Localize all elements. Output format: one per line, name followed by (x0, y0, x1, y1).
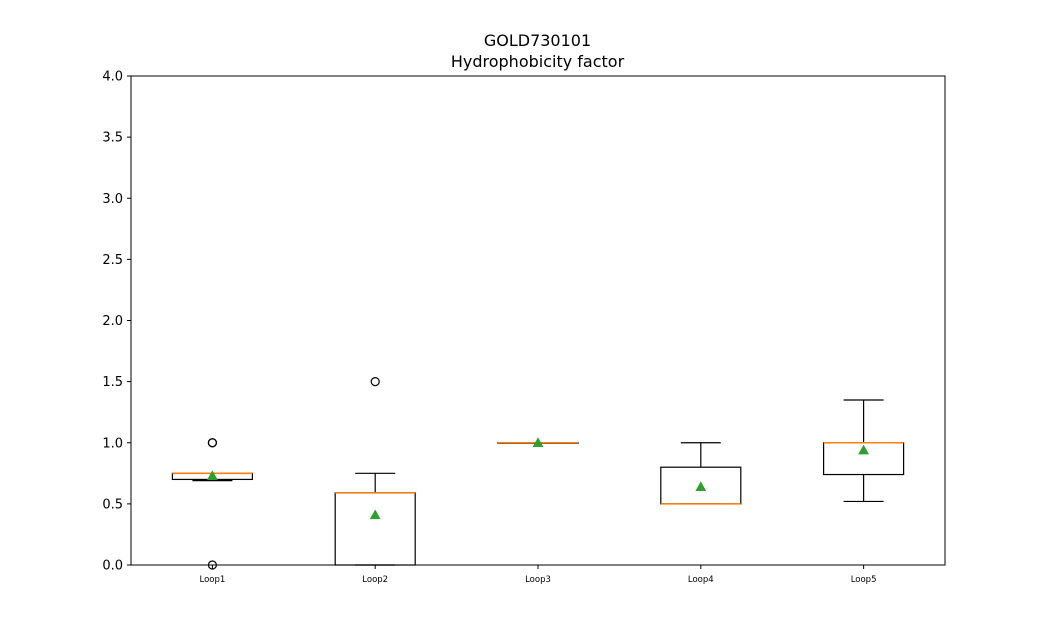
y-tick-label: 3.0 (102, 192, 123, 207)
x-tick-label: Loop3 (525, 575, 551, 585)
box (334, 492, 416, 566)
y-tick-label: 3.5 (102, 131, 123, 146)
flier-point (370, 377, 380, 387)
box-group-loop5 (822, 399, 905, 503)
x-tick-label: Loop1 (200, 575, 226, 585)
mean-marker (369, 509, 381, 520)
y-tick-label: 1.0 (102, 436, 123, 451)
mean-marker (858, 444, 870, 455)
mean-marker (206, 470, 218, 481)
x-tick-label: Loop4 (688, 575, 714, 585)
box-group-loop3 (497, 437, 579, 447)
chart-subtitle: Hydrophobicity factor (450, 52, 625, 71)
box-group-loop1 (171, 438, 253, 570)
plot-area (171, 377, 905, 570)
flier-point (207, 438, 217, 448)
y-tick-label: 0.5 (102, 497, 123, 512)
x-tick-label: Loop2 (362, 575, 388, 585)
box-group-loop4 (660, 442, 742, 505)
y-tick-label: 4.0 (102, 70, 123, 85)
y-tick-label: 1.5 (102, 375, 123, 390)
mean-marker (532, 437, 544, 447)
y-tick-label: 2.5 (102, 253, 123, 268)
box-group-loop2 (334, 377, 416, 566)
y-tick-label: 2.0 (102, 314, 123, 329)
axes: 0.0 0.5 1.0 1.5 2.0 2.5 3.0 3.5 4.0 Loop1 Loop2 Loo… (102, 70, 876, 586)
x-tick-label: Loop5 (851, 575, 877, 585)
plot-frame (130, 75, 946, 566)
chart-title: GOLD730101 (483, 31, 592, 50)
y-tick-label: 0.0 (102, 559, 123, 574)
mean-marker (695, 481, 707, 492)
